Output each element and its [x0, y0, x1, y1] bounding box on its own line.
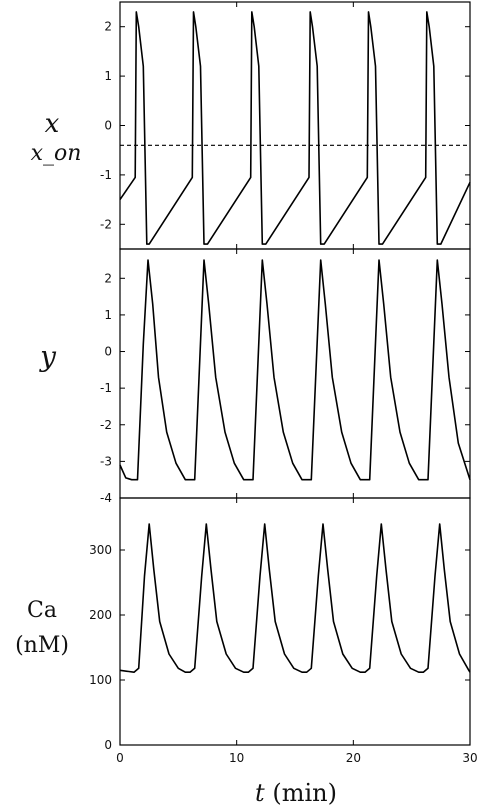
panel-x-ytick-label: 2 — [104, 20, 112, 34]
panel-x-ytick-label: -1 — [100, 168, 112, 182]
panel-x-yticks: 2 1 0 -1 -2 — [100, 20, 470, 231]
panel-ca-series-line — [119, 523, 471, 673]
xtick-label: 10 — [229, 751, 244, 765]
panel-x: 2 1 0 -1 -2 x x_on — [31, 1, 471, 250]
panel-ca-ytick-label: 300 — [89, 543, 112, 557]
panel-ca-yticks: 0 100 200 300 — [89, 543, 470, 752]
panel-x-ytick-label: 0 — [104, 119, 112, 133]
panel-ca-xticks: 0 10 20 30 — [116, 2, 478, 765]
xtick-label: 20 — [346, 751, 361, 765]
panel-x-ylabel: x — [45, 109, 60, 139]
panel-y: 2 1 0 -1 -2 -3 -4 y — [38, 248, 471, 505]
panel-ca-ytick-label: 100 — [89, 673, 112, 687]
panel-y-ylabel: y — [38, 340, 57, 373]
xtick-label: 30 — [462, 751, 477, 765]
panel-x-series — [119, 11, 471, 245]
panel-ca-xlabel: t (min) — [255, 779, 337, 807]
panel-x-series-line — [119, 11, 471, 245]
panel-x-ytick-label: 1 — [104, 69, 112, 83]
panel-ca-frame — [119, 497, 471, 746]
xtick-label: 0 — [116, 751, 124, 765]
panel-ca-ylabel-secondary: (nM) — [15, 633, 69, 658]
panel-y-ytick-label: -4 — [100, 491, 112, 505]
panel-y-ytick-label: -3 — [100, 454, 112, 468]
panel-y-frame — [119, 248, 471, 499]
panel-y-ytick-label: 1 — [104, 308, 112, 322]
panel-x-ylabel-secondary: x_on — [31, 141, 82, 166]
panel-x-frame — [119, 1, 471, 250]
panel-y-ytick-label: 0 — [104, 345, 112, 359]
panel-y-ytick-label: -2 — [100, 418, 112, 432]
panel-ca-ylabel: Ca — [27, 598, 57, 623]
panel-y-series-line — [119, 259, 471, 481]
panel-x-ytick-label: -2 — [100, 217, 112, 231]
panel-y-series — [119, 259, 471, 481]
panel-ca-series — [119, 523, 471, 673]
panel-y-ytick-label: 2 — [104, 271, 112, 285]
panel-ca-ytick-label: 0 — [104, 738, 112, 752]
panel-y-ytick-label: -1 — [100, 381, 112, 395]
panel-ca-ytick-label: 200 — [89, 608, 112, 622]
panel-y-yticks: 2 1 0 -1 -2 -3 -4 — [100, 271, 470, 505]
